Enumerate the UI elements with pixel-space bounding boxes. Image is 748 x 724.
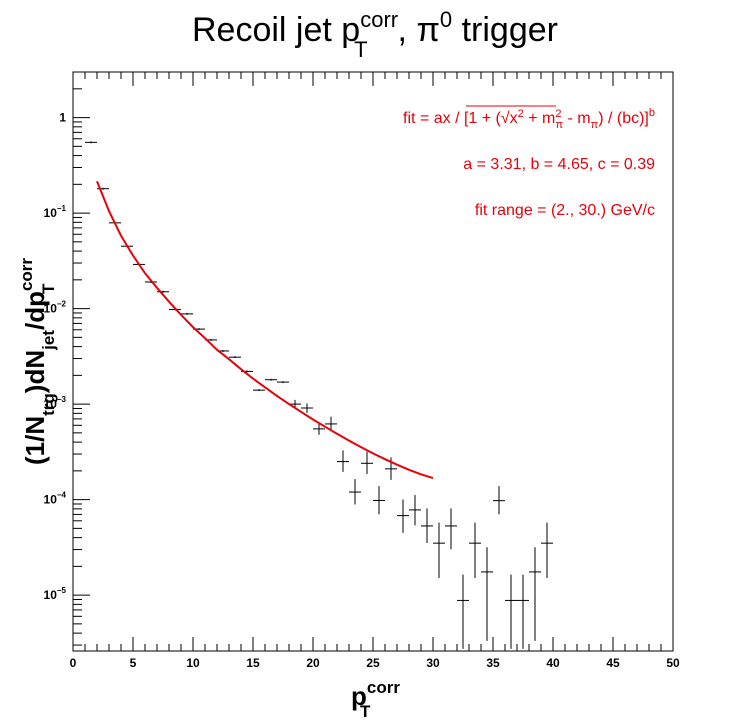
data-point — [397, 499, 409, 533]
y-axis-ticks — [73, 71, 90, 646]
x-tick-label: 20 — [306, 656, 320, 670]
data-point — [421, 508, 433, 543]
data-point — [301, 403, 313, 413]
x-axis-label: pcorr T — [351, 678, 400, 721]
x-tick-label: 45 — [606, 656, 620, 670]
chart-title: Recoil jet pcorr T, π0 trigger — [192, 7, 558, 62]
data-point — [409, 495, 421, 526]
fit-range-annotation: fit range = (2., 30.) GeV/c — [475, 202, 655, 219]
y-tick-label: 10−4 — [44, 491, 67, 507]
data-point — [373, 486, 385, 515]
x-axis-ticks — [72, 72, 674, 651]
sqrt-sign: √ — [501, 110, 510, 127]
data-point — [265, 378, 277, 381]
data-point — [469, 522, 481, 578]
data-point — [181, 312, 193, 315]
data-series — [85, 141, 553, 649]
x-tick-label: 5 — [130, 656, 137, 670]
data-point — [457, 574, 469, 649]
data-point — [157, 290, 169, 293]
x-tick-label: 10 — [186, 656, 200, 670]
x-tick-label: 0 — [70, 656, 77, 670]
x-tick-label: 35 — [486, 656, 500, 670]
data-point — [229, 356, 241, 359]
data-point — [85, 141, 97, 144]
y-tick-label: 10−5 — [44, 586, 67, 602]
fit-curve — [96, 180, 434, 480]
data-point — [313, 422, 325, 435]
y-tick-label: 10−1 — [44, 204, 67, 220]
x-tick-label: 50 — [666, 656, 680, 670]
y-tick-label: 10−3 — [44, 395, 67, 411]
data-point — [277, 381, 289, 384]
x-tick-label: 40 — [546, 656, 560, 670]
data-point — [517, 574, 529, 649]
y-axis-tick-labels: 1 10−1 10−2 10−3 10−4 10−5 — [44, 111, 67, 603]
data-point — [541, 522, 553, 578]
data-point — [493, 486, 505, 515]
x-tick-label: 30 — [426, 656, 440, 670]
data-point — [349, 479, 361, 505]
fit-params-annotation: a = 3.31, b = 4.65, c = 0.39 — [463, 156, 655, 173]
y-tick-label: 10−2 — [44, 300, 67, 316]
data-point — [505, 574, 517, 649]
data-point — [289, 399, 301, 409]
x-tick-label: 25 — [366, 656, 380, 670]
data-point — [445, 508, 457, 550]
data-point — [529, 547, 541, 641]
y-tick-label: 1 — [59, 111, 66, 125]
data-point — [325, 416, 337, 431]
data-point — [481, 547, 493, 641]
data-point — [253, 389, 265, 392]
data-point — [337, 450, 349, 472]
x-axis-tick-labels: 0 5 10 15 20 25 30 35 40 45 50 — [70, 656, 680, 670]
fit-formula-annotation: fit = ax / [1 + (√x2 + m2 π - mπ) / (bc)]… — [403, 107, 655, 131]
data-point — [361, 451, 373, 474]
data-point — [433, 522, 445, 578]
x-tick-label: 15 — [246, 656, 260, 670]
y-axis-label: (1/Ntrg)dNjet/dpcorr T — [17, 258, 58, 465]
